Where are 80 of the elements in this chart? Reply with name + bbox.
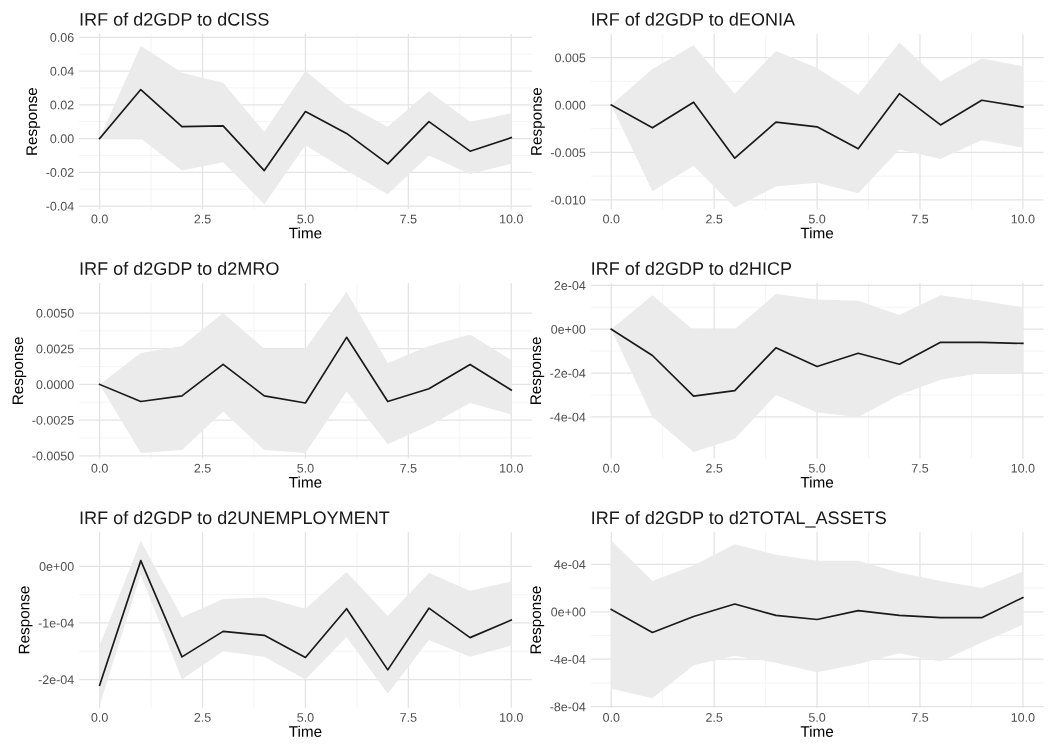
y-tick-label: 0.02	[50, 100, 74, 110]
x-tick-label: 5.0	[808, 214, 826, 224]
x-axis-title: Time	[800, 725, 834, 737]
x-tick-label: 7.5	[400, 463, 417, 473]
y-tick-label: -1e-04	[38, 618, 74, 628]
x-tick-label: 5.0	[808, 713, 826, 722]
x-tick-label: 0.0	[603, 463, 620, 473]
line-series	[610, 92, 1024, 159]
y-tick-label: 0e+00	[551, 607, 586, 617]
x-tick-label: 10.0	[1011, 214, 1035, 224]
y-axis-title: Response	[26, 87, 41, 155]
x-tick-label: 2.5	[706, 713, 723, 722]
chart-title: IRF of d2GDP to d2MRO	[80, 261, 279, 275]
x-axis-title: Time	[800, 476, 834, 488]
x-tick-label: 2.5	[706, 463, 723, 473]
y-tick-label: 0.005	[555, 53, 586, 63]
x-tick-label: 5.0	[297, 214, 314, 224]
x-tick-label: 10.0	[500, 463, 523, 473]
x-tick-label: 2.5	[194, 463, 211, 473]
line-series	[610, 328, 1024, 397]
chart-title: IRF of d2GDP to dEONIA	[592, 12, 796, 26]
x-axis-title: Time	[289, 476, 322, 488]
x-tick-label: 7.5	[400, 214, 417, 224]
y-axis-title: Response	[530, 586, 545, 654]
y-axis-title: Response	[18, 586, 33, 654]
y-axis-title: Response	[531, 87, 545, 155]
y-tick-label: 0.04	[50, 66, 74, 76]
y-tick-label: 0.00	[50, 134, 74, 144]
y-tick-label: -8e-04	[550, 702, 586, 712]
y-tick-label: -0.02	[46, 168, 74, 177]
y-tick-label: -0.005	[550, 148, 586, 158]
x-axis-title: Time	[289, 725, 322, 737]
x-tick-label: 0.0	[91, 214, 108, 224]
y-tick-label: -0.0025	[32, 415, 74, 425]
chart-title: IRF of d2GDP to d2UNEMPLOYMENT	[80, 510, 390, 525]
x-tick-label: 7.5	[911, 713, 929, 722]
x-tick-label: 10.0	[1011, 463, 1035, 473]
chart-title: IRF of d2GDP to d2HICP	[592, 261, 792, 275]
line-series	[98, 336, 513, 404]
x-tick-label: 7.5	[911, 463, 929, 473]
x-tick-label: 0.0	[603, 214, 620, 224]
x-tick-label: 10.0	[1011, 713, 1035, 722]
y-tick-label: 4e-04	[554, 560, 586, 569]
y-axis-title: Response	[12, 337, 27, 404]
y-tick-label: 0.0000	[36, 380, 74, 390]
x-tick-label: 0.0	[91, 713, 108, 722]
chart-title: IRF of d2GDP to d2TOTAL_ASSETS	[592, 510, 886, 528]
y-tick-label: 0.000	[555, 100, 586, 110]
y-tick-label: 0e+00	[551, 324, 586, 334]
line-series	[610, 596, 1024, 634]
x-axis-title: Time	[800, 227, 834, 239]
y-tick-label: 0.06	[50, 33, 74, 42]
x-tick-label: 0.0	[603, 713, 620, 722]
y-tick-label: -4e-04	[550, 655, 586, 664]
chart-title: IRF of d2GDP to dCISS	[80, 12, 269, 26]
x-tick-label: 0.0	[91, 463, 108, 473]
x-tick-label: 10.0	[500, 214, 523, 224]
y-tick-label: 0.0050	[36, 308, 74, 318]
x-tick-label: 5.0	[297, 713, 314, 722]
x-tick-label: 7.5	[400, 713, 417, 722]
y-tick-label: -2e-04	[38, 675, 74, 685]
y-axis-title: Response	[530, 337, 545, 404]
line-series	[98, 559, 513, 687]
x-tick-label: 7.5	[911, 214, 929, 224]
x-axis-title: Time	[289, 227, 322, 239]
line-series	[98, 88, 513, 172]
x-tick-label: 10.0	[500, 713, 523, 722]
y-tick-label: -0.010	[550, 195, 586, 205]
y-tick-label: -0.04	[46, 201, 74, 211]
x-tick-label: 2.5	[194, 713, 211, 722]
x-tick-label: 5.0	[808, 463, 826, 473]
y-tick-label: -4e-04	[550, 412, 586, 422]
x-tick-label: 2.5	[194, 214, 211, 224]
y-tick-label: 0e+00	[39, 562, 74, 571]
y-tick-label: 2e-04	[554, 281, 586, 290]
y-tick-label: -0.0050	[32, 451, 74, 461]
y-tick-label: 0.0025	[36, 344, 74, 354]
x-tick-label: 2.5	[706, 214, 723, 224]
y-tick-label: -2e-04	[550, 368, 586, 378]
x-tick-label: 5.0	[297, 463, 314, 473]
